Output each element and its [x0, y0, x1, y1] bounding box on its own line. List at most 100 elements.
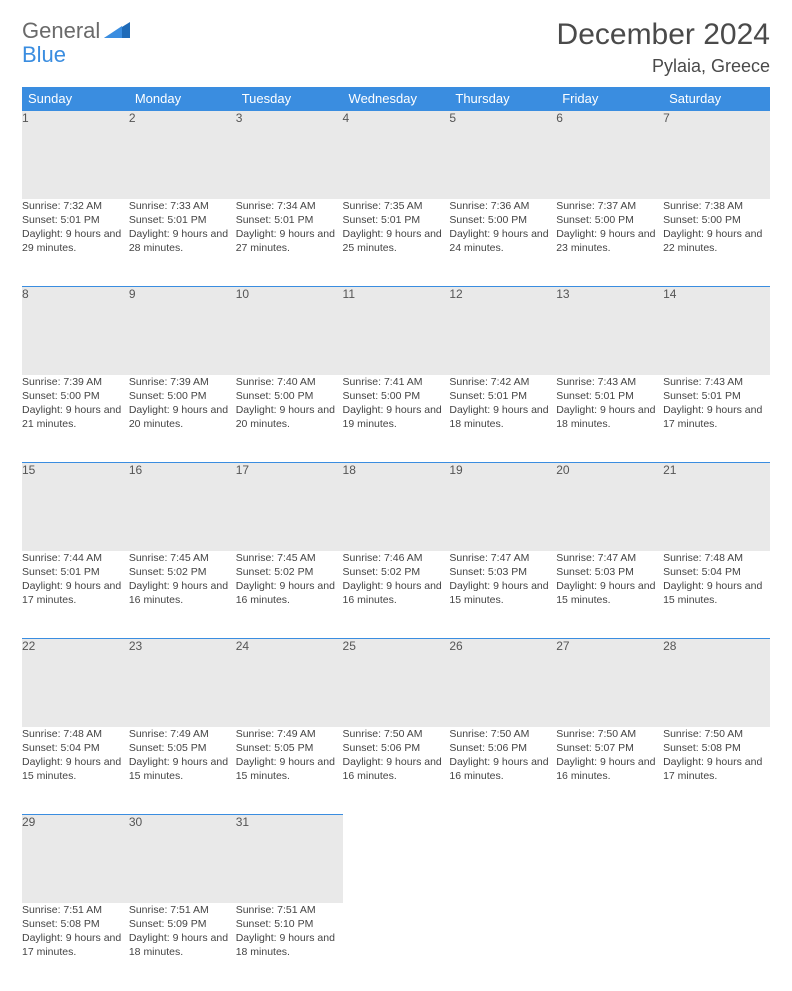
- weekday-row: SundayMondayTuesdayWednesdayThursdayFrid…: [22, 87, 770, 111]
- location-label: Pylaia, Greece: [557, 56, 770, 77]
- calendar-table: SundayMondayTuesdayWednesdayThursdayFrid…: [22, 87, 770, 991]
- header-bar: General December 2024 Pylaia, Greece: [22, 18, 770, 77]
- day-content-cell: Sunrise: 7:34 AMSunset: 5:01 PMDaylight:…: [236, 199, 343, 287]
- day-content-row: Sunrise: 7:51 AMSunset: 5:08 PMDaylight:…: [22, 903, 770, 991]
- calendar-head: SundayMondayTuesdayWednesdayThursdayFrid…: [22, 87, 770, 111]
- day-content-cell: Sunrise: 7:46 AMSunset: 5:02 PMDaylight:…: [343, 551, 450, 639]
- day-number-cell: 22: [22, 639, 129, 727]
- brand-logo: General: [22, 18, 134, 44]
- day-number-cell: 21: [663, 463, 770, 551]
- day-content-cell: Sunrise: 7:45 AMSunset: 5:02 PMDaylight:…: [129, 551, 236, 639]
- day-number-row: 15161718192021: [22, 463, 770, 551]
- day-content-cell: Sunrise: 7:51 AMSunset: 5:08 PMDaylight:…: [22, 903, 129, 991]
- weekday-header: Saturday: [663, 87, 770, 111]
- month-title: December 2024: [557, 18, 770, 52]
- day-content-cell: [556, 903, 663, 991]
- day-content-cell: Sunrise: 7:43 AMSunset: 5:01 PMDaylight:…: [556, 375, 663, 463]
- weekday-header: Wednesday: [343, 87, 450, 111]
- day-content-cell: Sunrise: 7:38 AMSunset: 5:00 PMDaylight:…: [663, 199, 770, 287]
- day-number-cell: 25: [343, 639, 450, 727]
- day-number-cell: 24: [236, 639, 343, 727]
- weekday-header: Friday: [556, 87, 663, 111]
- weekday-header: Monday: [129, 87, 236, 111]
- day-content-cell: Sunrise: 7:48 AMSunset: 5:04 PMDaylight:…: [663, 551, 770, 639]
- brand-triangle-icon: [104, 20, 130, 43]
- day-number-cell: 15: [22, 463, 129, 551]
- day-content-row: Sunrise: 7:39 AMSunset: 5:00 PMDaylight:…: [22, 375, 770, 463]
- day-content-cell: Sunrise: 7:51 AMSunset: 5:09 PMDaylight:…: [129, 903, 236, 991]
- day-content-row: Sunrise: 7:32 AMSunset: 5:01 PMDaylight:…: [22, 199, 770, 287]
- day-content-cell: Sunrise: 7:50 AMSunset: 5:08 PMDaylight:…: [663, 727, 770, 815]
- title-block: December 2024 Pylaia, Greece: [557, 18, 770, 77]
- day-number-cell: [663, 815, 770, 903]
- day-content-cell: [343, 903, 450, 991]
- day-number-cell: 20: [556, 463, 663, 551]
- day-number-cell: 10: [236, 287, 343, 375]
- day-content-cell: Sunrise: 7:44 AMSunset: 5:01 PMDaylight:…: [22, 551, 129, 639]
- day-content-cell: Sunrise: 7:51 AMSunset: 5:10 PMDaylight:…: [236, 903, 343, 991]
- day-content-cell: Sunrise: 7:43 AMSunset: 5:01 PMDaylight:…: [663, 375, 770, 463]
- day-content-cell: [449, 903, 556, 991]
- day-number-cell: [343, 815, 450, 903]
- day-number-cell: 16: [129, 463, 236, 551]
- day-content-cell: Sunrise: 7:49 AMSunset: 5:05 PMDaylight:…: [129, 727, 236, 815]
- day-content-cell: Sunrise: 7:35 AMSunset: 5:01 PMDaylight:…: [343, 199, 450, 287]
- day-content-cell: Sunrise: 7:41 AMSunset: 5:00 PMDaylight:…: [343, 375, 450, 463]
- day-content-cell: Sunrise: 7:45 AMSunset: 5:02 PMDaylight:…: [236, 551, 343, 639]
- day-number-cell: 5: [449, 111, 556, 199]
- day-content-cell: Sunrise: 7:36 AMSunset: 5:00 PMDaylight:…: [449, 199, 556, 287]
- day-number-cell: 3: [236, 111, 343, 199]
- day-content-cell: Sunrise: 7:50 AMSunset: 5:06 PMDaylight:…: [343, 727, 450, 815]
- day-number-cell: [556, 815, 663, 903]
- day-content-cell: Sunrise: 7:50 AMSunset: 5:07 PMDaylight:…: [556, 727, 663, 815]
- day-content-row: Sunrise: 7:48 AMSunset: 5:04 PMDaylight:…: [22, 727, 770, 815]
- day-number-row: 22232425262728: [22, 639, 770, 727]
- day-number-row: 293031: [22, 815, 770, 903]
- day-number-cell: 31: [236, 815, 343, 903]
- day-number-cell: 7: [663, 111, 770, 199]
- weekday-header: Sunday: [22, 87, 129, 111]
- brand-word1: General: [22, 18, 100, 44]
- day-content-cell: Sunrise: 7:42 AMSunset: 5:01 PMDaylight:…: [449, 375, 556, 463]
- day-number-cell: 9: [129, 287, 236, 375]
- day-number-cell: 29: [22, 815, 129, 903]
- day-number-cell: 1: [22, 111, 129, 199]
- calendar-body: 1234567Sunrise: 7:32 AMSunset: 5:01 PMDa…: [22, 111, 770, 991]
- day-content-cell: Sunrise: 7:37 AMSunset: 5:00 PMDaylight:…: [556, 199, 663, 287]
- day-number-cell: 17: [236, 463, 343, 551]
- brand-word2: Blue: [22, 42, 66, 67]
- day-number-cell: 28: [663, 639, 770, 727]
- day-number-cell: 6: [556, 111, 663, 199]
- day-content-cell: Sunrise: 7:40 AMSunset: 5:00 PMDaylight:…: [236, 375, 343, 463]
- day-number-row: 1234567: [22, 111, 770, 199]
- day-content-cell: Sunrise: 7:49 AMSunset: 5:05 PMDaylight:…: [236, 727, 343, 815]
- day-content-cell: Sunrise: 7:47 AMSunset: 5:03 PMDaylight:…: [556, 551, 663, 639]
- day-number-cell: 30: [129, 815, 236, 903]
- day-number-cell: 2: [129, 111, 236, 199]
- day-content-cell: Sunrise: 7:39 AMSunset: 5:00 PMDaylight:…: [129, 375, 236, 463]
- day-content-cell: Sunrise: 7:32 AMSunset: 5:01 PMDaylight:…: [22, 199, 129, 287]
- day-number-cell: 12: [449, 287, 556, 375]
- weekday-header: Thursday: [449, 87, 556, 111]
- day-content-cell: Sunrise: 7:48 AMSunset: 5:04 PMDaylight:…: [22, 727, 129, 815]
- day-number-cell: 19: [449, 463, 556, 551]
- day-number-cell: 27: [556, 639, 663, 727]
- day-content-cell: Sunrise: 7:50 AMSunset: 5:06 PMDaylight:…: [449, 727, 556, 815]
- day-number-row: 891011121314: [22, 287, 770, 375]
- day-number-cell: 23: [129, 639, 236, 727]
- day-content-cell: Sunrise: 7:47 AMSunset: 5:03 PMDaylight:…: [449, 551, 556, 639]
- day-number-cell: 26: [449, 639, 556, 727]
- day-number-cell: 13: [556, 287, 663, 375]
- day-number-cell: [449, 815, 556, 903]
- day-number-cell: 11: [343, 287, 450, 375]
- day-number-cell: 8: [22, 287, 129, 375]
- day-number-cell: 4: [343, 111, 450, 199]
- brand-word2-wrap: Blue: [22, 42, 66, 68]
- day-content-cell: Sunrise: 7:39 AMSunset: 5:00 PMDaylight:…: [22, 375, 129, 463]
- day-number-cell: 14: [663, 287, 770, 375]
- day-content-row: Sunrise: 7:44 AMSunset: 5:01 PMDaylight:…: [22, 551, 770, 639]
- day-content-cell: [663, 903, 770, 991]
- day-content-cell: Sunrise: 7:33 AMSunset: 5:01 PMDaylight:…: [129, 199, 236, 287]
- day-number-cell: 18: [343, 463, 450, 551]
- weekday-header: Tuesday: [236, 87, 343, 111]
